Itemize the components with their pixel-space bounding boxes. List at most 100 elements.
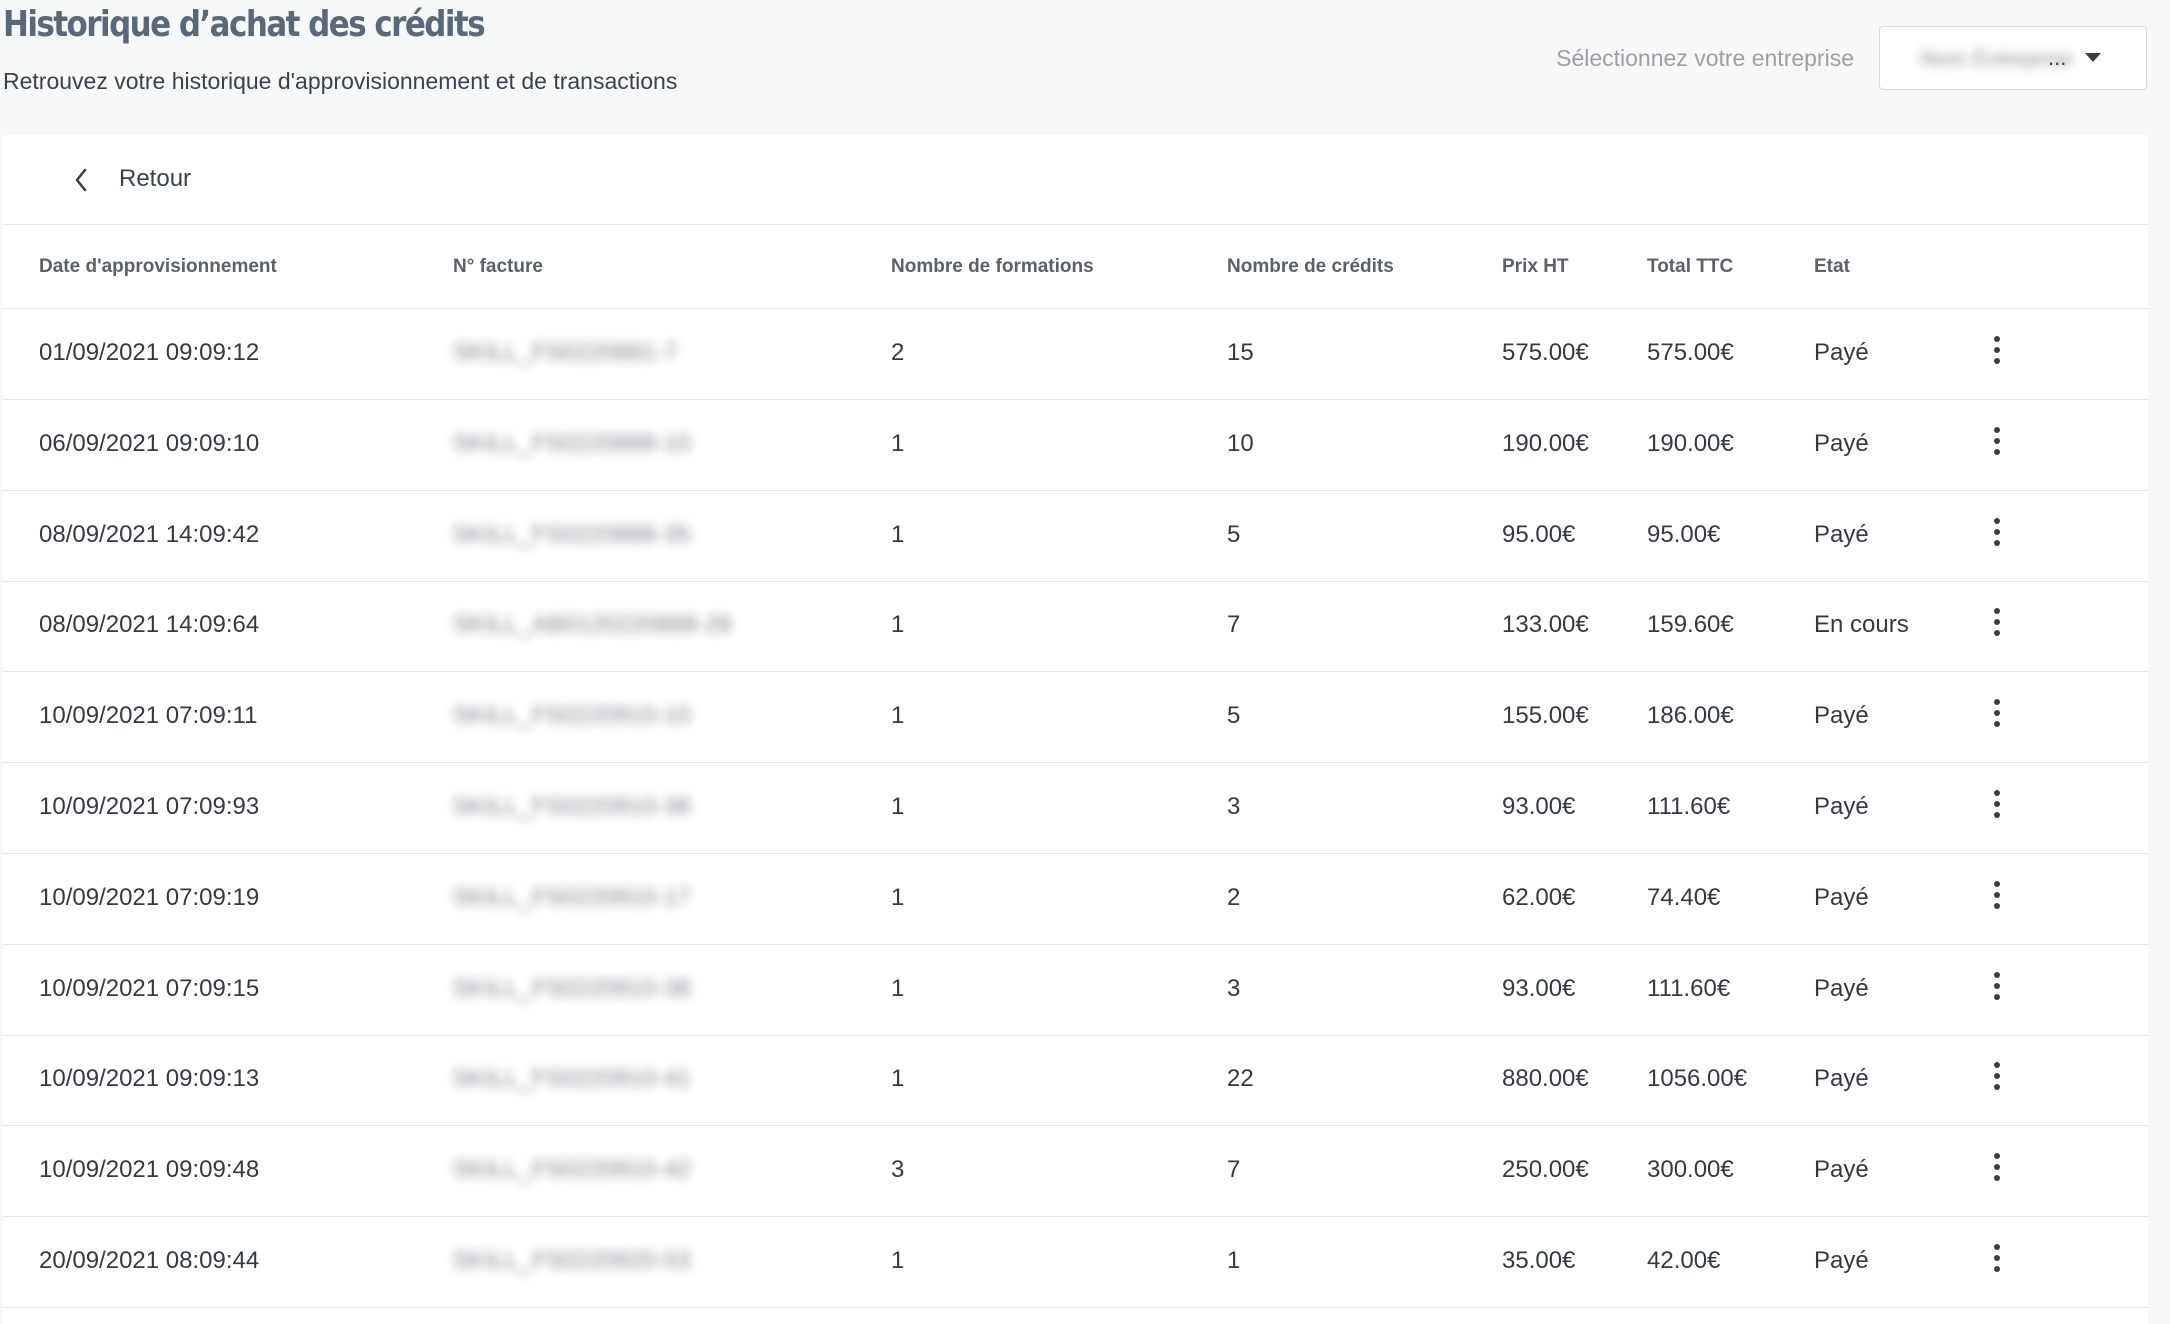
table-header: Date d'approvisionnement N° facture Nomb… xyxy=(3,224,2148,309)
cell-date: 10/09/2021 07:09:11 xyxy=(39,702,258,730)
table-row[interactable]: 10/09/2021 07:09:19 SKILL_FS0220910-17 1 2 6… xyxy=(3,854,2148,945)
cell-date: 20/09/2021 08:09:44 xyxy=(39,1247,260,1274)
history-card: Retour Date d'approvisionnement N° factu… xyxy=(3,135,2148,1324)
cell-prix-ht: 575.00€ xyxy=(1502,339,1589,366)
back-link[interactable]: Retour xyxy=(119,165,192,192)
table-row[interactable]: 10/09/2021 09:09:48 SKILL_FS0220910-42 3 7 2… xyxy=(3,1126,2148,1218)
cell-total-ttc: 74.40€ xyxy=(1647,883,1721,911)
cell-formations: 1 xyxy=(891,520,905,548)
cell-invoice: SKILL_FS0220910-38 xyxy=(453,974,691,1002)
table-row[interactable]: 06/09/2021 09:09:10 SKILL_FS0220888-10 1 10… xyxy=(3,400,2148,491)
table-row[interactable]: 08/09/2021 14:09:64 SKILL_AB0120220888-28… xyxy=(3,581,2148,673)
cell-total-ttc: 300.00€ xyxy=(1647,1156,1734,1184)
cell-prix-ht: 95.00€ xyxy=(1502,520,1576,548)
table-row[interactable]: 10/09/2021 07:09:15 SKILL_FS0220910-38 1 3 9… xyxy=(3,945,2148,1036)
table-row[interactable]: 08/09/2021 14:09:42 SKILL_FS0220888-35 1 5 9… xyxy=(3,491,2148,582)
more-vertical-icon[interactable] xyxy=(1993,1244,2001,1274)
cell-total-ttc: 159.60€ xyxy=(1647,611,1734,639)
cell-prix-ht: 93.00€ xyxy=(1502,793,1576,820)
cell-etat: Payé xyxy=(1814,1065,1869,1093)
cell-total-ttc: 111.60€ xyxy=(1647,793,1731,820)
cell-formations: 1 xyxy=(891,1065,905,1093)
more-vertical-icon[interactable] xyxy=(1993,699,2001,729)
more-vertical-icon[interactable] xyxy=(1993,426,2001,457)
cell-date: 10/09/2021 07:09:15 xyxy=(39,974,260,1002)
cell-formations: 1 xyxy=(891,793,905,820)
company-select-value: Nom Entreprise xyxy=(1920,46,2073,71)
column-header-date[interactable]: Date d'approvisionnement xyxy=(39,256,277,277)
more-vertical-icon[interactable] xyxy=(1993,971,2001,1002)
column-header-total-ttc[interactable]: Total TTC xyxy=(1647,256,1734,277)
cell-invoice: SKILL_FS0220910-38 xyxy=(453,793,691,820)
table-row[interactable]: 10/09/2021 07:09:93 SKILL_FS0220910-38 1 3 9… xyxy=(3,763,2148,854)
column-header-formations[interactable]: Nombre de formations xyxy=(891,256,1094,277)
cell-invoice: SKILL_FS0220888-35 xyxy=(453,520,691,548)
more-vertical-icon[interactable] xyxy=(1993,1062,2001,1092)
cell-credits: 5 xyxy=(1227,702,1241,730)
table-row[interactable]: 10/09/2021 09:09:13 SKILL_FS0220910-41 1 22… xyxy=(3,1035,2148,1127)
cell-formations: 1 xyxy=(891,429,905,457)
company-select[interactable]: Nom Entreprise ... xyxy=(1879,26,2147,90)
cell-etat: Payé xyxy=(1814,1247,1869,1274)
more-vertical-icon[interactable] xyxy=(1993,517,2001,548)
cell-prix-ht: 190.00€ xyxy=(1502,429,1589,457)
cell-invoice: SKILL_FS0220920-53 xyxy=(453,1247,691,1274)
table-row[interactable]: 10/09/2021 07:09:11 SKILL_FS0220910-10 1 5 1… xyxy=(3,672,2148,764)
cell-date: 10/09/2021 07:09:19 xyxy=(39,883,260,911)
cell-credits: 10 xyxy=(1227,429,1254,457)
cell-credits: 3 xyxy=(1227,793,1241,820)
cell-invoice: SKILL_FS0220881-7 xyxy=(453,339,678,366)
cell-credits: 3 xyxy=(1227,974,1241,1002)
cell-total-ttc: 95.00€ xyxy=(1647,520,1721,548)
column-header-invoice[interactable]: N° facture xyxy=(453,256,543,277)
cell-prix-ht: 62.00€ xyxy=(1502,883,1576,911)
more-vertical-icon[interactable] xyxy=(1993,336,2001,366)
cell-formations: 2 xyxy=(891,339,905,366)
chevron-left-icon[interactable] xyxy=(73,167,89,193)
cell-formations: 3 xyxy=(891,1156,905,1184)
cell-etat: Payé xyxy=(1814,339,1869,366)
back-row: Retour xyxy=(3,135,2148,225)
page-subtitle: Retrouvez votre historique d'approvision… xyxy=(3,68,678,94)
cell-invoice: SKILL_FS0220910-17 xyxy=(453,883,691,911)
table-row[interactable]: 01/09/2021 09:09:12 SKILL_FS0220881-7 2 15 5… xyxy=(3,309,2148,400)
column-header-prix-ht[interactable]: Prix HT xyxy=(1502,256,1569,277)
column-header-etat[interactable]: Etat xyxy=(1814,256,1850,277)
more-vertical-icon[interactable] xyxy=(1993,1153,2001,1183)
cell-etat: Payé xyxy=(1814,883,1869,911)
column-header-credits[interactable]: Nombre de crédits xyxy=(1227,256,1394,277)
cell-credits: 5 xyxy=(1227,520,1241,548)
more-vertical-icon[interactable] xyxy=(1993,608,2001,638)
cell-etat: Payé xyxy=(1814,429,1869,457)
cell-invoice: SKILL_AB0120220888-28 xyxy=(453,611,732,639)
more-vertical-icon[interactable] xyxy=(1993,880,2001,911)
cell-date: 01/09/2021 09:09:12 xyxy=(39,339,260,366)
cell-date: 10/09/2021 09:09:13 xyxy=(39,1065,260,1093)
cell-prix-ht: 250.00€ xyxy=(1502,1156,1589,1184)
cell-invoice: SKILL_FS0220910-42 xyxy=(453,1156,691,1184)
cell-prix-ht: 155.00€ xyxy=(1502,702,1589,730)
cell-prix-ht: 93.00€ xyxy=(1502,974,1576,1002)
cell-credits: 22 xyxy=(1227,1065,1254,1093)
cell-formations: 1 xyxy=(891,611,905,639)
company-select-label: Sélectionnez votre entreprise xyxy=(1556,45,1854,71)
caret-down-icon xyxy=(2085,53,2101,62)
cell-date: 10/09/2021 09:09:48 xyxy=(39,1156,260,1184)
cell-total-ttc: 1056.00€ xyxy=(1647,1065,1748,1093)
cell-invoice: SKILL_FS0220910-41 xyxy=(453,1065,691,1093)
cell-formations: 1 xyxy=(891,883,905,911)
cell-total-ttc: 111.60€ xyxy=(1647,974,1731,1002)
cell-etat: En cours xyxy=(1814,611,1909,639)
cell-credits: 7 xyxy=(1227,611,1241,639)
cell-formations: 1 xyxy=(891,702,905,730)
cell-etat: Payé xyxy=(1814,520,1869,548)
cell-etat: Payé xyxy=(1814,702,1869,730)
cell-credits: 15 xyxy=(1227,339,1254,366)
more-vertical-icon[interactable] xyxy=(1993,790,2001,820)
cell-invoice: SKILL_FS0220888-10 xyxy=(453,429,691,457)
cell-prix-ht: 880.00€ xyxy=(1502,1065,1589,1093)
table-row[interactable]: 20/09/2021 08:09:44 SKILL_FS0220920-53 1 1 3… xyxy=(3,1217,2148,1308)
cell-date: 08/09/2021 14:09:64 xyxy=(39,611,260,639)
cell-invoice: SKILL_FS0220910-10 xyxy=(453,702,691,730)
cell-credits: 2 xyxy=(1227,883,1241,911)
